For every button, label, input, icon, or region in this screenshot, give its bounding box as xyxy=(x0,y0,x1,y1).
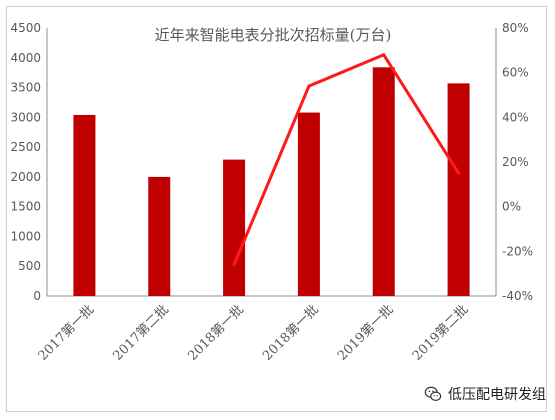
y-left-tick-label: 500 xyxy=(18,259,41,273)
watermark-text: 低压配电研发组 xyxy=(448,387,546,403)
watermark: 低压配电研发组 xyxy=(424,384,546,404)
y-right-tick-label: 60% xyxy=(502,66,529,80)
x-tick-label: 2017第二批 xyxy=(110,302,172,364)
y-right-tick-label: 0% xyxy=(502,200,521,214)
x-tick-label: 2018第一批 xyxy=(260,302,322,364)
bar xyxy=(372,67,395,296)
y-left-tick-label: 2500 xyxy=(10,140,41,154)
y-right-tick-label: 80% xyxy=(502,21,529,35)
y-left-tick-label: 1000 xyxy=(10,229,41,243)
y-right-tick-label: 20% xyxy=(502,155,529,169)
y-left-tick-label: 4000 xyxy=(10,51,41,65)
growth-line xyxy=(232,53,460,266)
y-right-tick-label: -40% xyxy=(502,289,533,303)
line-point xyxy=(382,53,386,57)
y-left-tick-label: 3500 xyxy=(10,81,41,95)
line-point xyxy=(232,263,236,267)
chart-frame xyxy=(6,6,547,412)
y-left-tick-label: 2000 xyxy=(10,170,41,184)
y-left-tick-label: 0 xyxy=(33,289,41,303)
line-point xyxy=(457,171,461,175)
x-tick-label: 2018第一批 xyxy=(185,302,247,364)
y-right-tick-label: 40% xyxy=(502,110,529,124)
line-point xyxy=(307,84,311,88)
y-left-tick-label: 3000 xyxy=(10,110,41,124)
x-tick-label: 2019第一批 xyxy=(335,302,397,364)
y-right-tick-label: -20% xyxy=(502,244,533,258)
bar xyxy=(73,114,96,296)
y-left-tick-label: 1500 xyxy=(10,200,41,214)
bar xyxy=(297,112,320,297)
x-tick-label: 2017第一批 xyxy=(36,302,98,364)
y-left-tick-label: 4500 xyxy=(10,21,41,35)
wechat-icon xyxy=(424,386,442,401)
chart-title: 近年来智能电表分批次招标量(万台) xyxy=(155,26,392,44)
bar xyxy=(447,83,470,297)
bar xyxy=(148,176,171,296)
bar xyxy=(223,159,246,296)
x-tick-label: 2019第二批 xyxy=(410,302,472,364)
